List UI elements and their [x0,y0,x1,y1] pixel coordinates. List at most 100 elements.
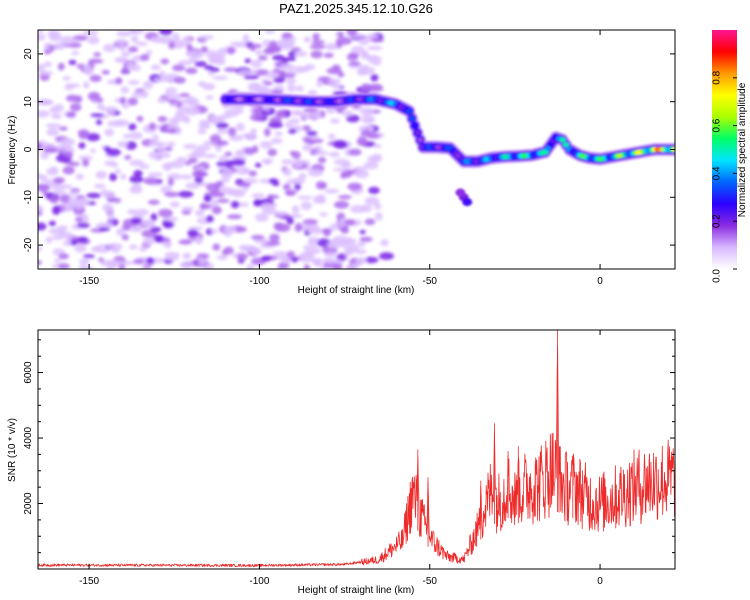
noise-blob [169,201,180,208]
noise-blob [96,223,109,228]
noise-blob [124,155,132,160]
noise-blob [179,93,191,98]
noise-blob [281,33,293,38]
noise-blob [246,264,255,269]
noise-blobs [38,30,394,269]
noise-blob [200,46,208,53]
noise-blob [59,126,68,131]
noise-blob [150,64,161,71]
noise-blob [259,178,272,184]
noise-blob [346,30,358,36]
spectrogram-x-label: Height of straight line (km) [298,285,415,296]
noise-blob [82,158,90,167]
x-tick-label: -150 [79,576,99,587]
noise-blob [188,57,199,64]
noise-blob [281,159,294,165]
noise-blob [196,144,211,152]
noise-blob [209,134,221,143]
noise-blob [148,151,159,159]
noise-blob [336,108,344,114]
noise-blob [374,212,383,221]
noise-blob [38,204,44,212]
noise-blob [364,196,380,206]
noise-blob [186,97,200,107]
noise-blob [38,222,47,231]
noise-blob [186,43,193,52]
noise-blob [120,86,130,94]
noise-blob [214,59,226,66]
noise-blob [273,251,288,256]
noise-blob [136,115,144,122]
noise-blob [58,263,70,269]
noise-blob [147,172,163,178]
noise-blob [46,128,60,137]
noise-blob [295,85,304,92]
x-tick-label: -100 [249,276,269,287]
noise-blob [147,199,160,205]
x-tick-label: 0 [597,276,603,287]
noise-blob [221,168,234,178]
noise-blob [380,239,389,247]
noise-blob [291,47,302,52]
noise-blob [167,128,177,133]
noise-blob [128,30,145,35]
noise-blob [121,51,131,57]
x-tick-label: -50 [423,576,438,587]
noise-blob [235,122,245,132]
noise-blob [354,249,367,255]
noise-blob [199,203,213,210]
noise-blob [97,102,105,111]
noise-blob [289,213,303,219]
noise-blob [78,155,93,161]
noise-blob [227,127,237,137]
noise-blob [87,91,101,101]
noise-blob [302,219,318,225]
noise-blob [178,239,193,245]
noise-blob [130,217,142,224]
ridge-core [411,123,418,129]
noise-blob [237,202,249,208]
y-tick-label: 10 [23,96,34,108]
noise-blob [300,201,312,211]
noise-blob [58,228,66,236]
noise-blob [276,254,288,261]
noise-blob [166,141,176,147]
noise-blob [157,116,168,123]
noise-blob [303,136,312,144]
noise-blob [53,190,67,195]
noise-blob [43,147,58,153]
noise-blob [185,50,201,58]
noise-blob [249,113,263,122]
noise-blob [78,142,86,149]
noise-blob [77,236,88,243]
noise-blob [167,118,180,123]
noise-blob [230,158,246,166]
noise-blob [105,259,122,267]
noise-blob [269,233,280,243]
noise-blob [210,199,219,208]
noise-blob [312,33,321,41]
noise-blob [268,40,278,48]
noise-blob [274,131,284,137]
noise-blob [150,226,162,233]
noise-blob [292,111,305,116]
noise-blob [38,70,54,76]
noise-blob [291,205,300,214]
noise-blob [117,141,129,148]
noise-blob [237,70,253,76]
noise-blob [104,128,115,137]
noise-blob [68,191,79,196]
noise-blob [357,64,370,72]
noise-blob [242,132,254,138]
noise-blob [74,203,83,210]
noise-blob [210,53,220,60]
noise-blob [76,222,90,229]
noise-blob [268,178,279,184]
x-tick-label: -50 [423,276,438,287]
noise-blob [363,161,379,170]
noise-blob [309,44,326,50]
noise-blob [58,253,69,260]
noise-blob [129,159,145,167]
noise-blob [250,59,263,68]
